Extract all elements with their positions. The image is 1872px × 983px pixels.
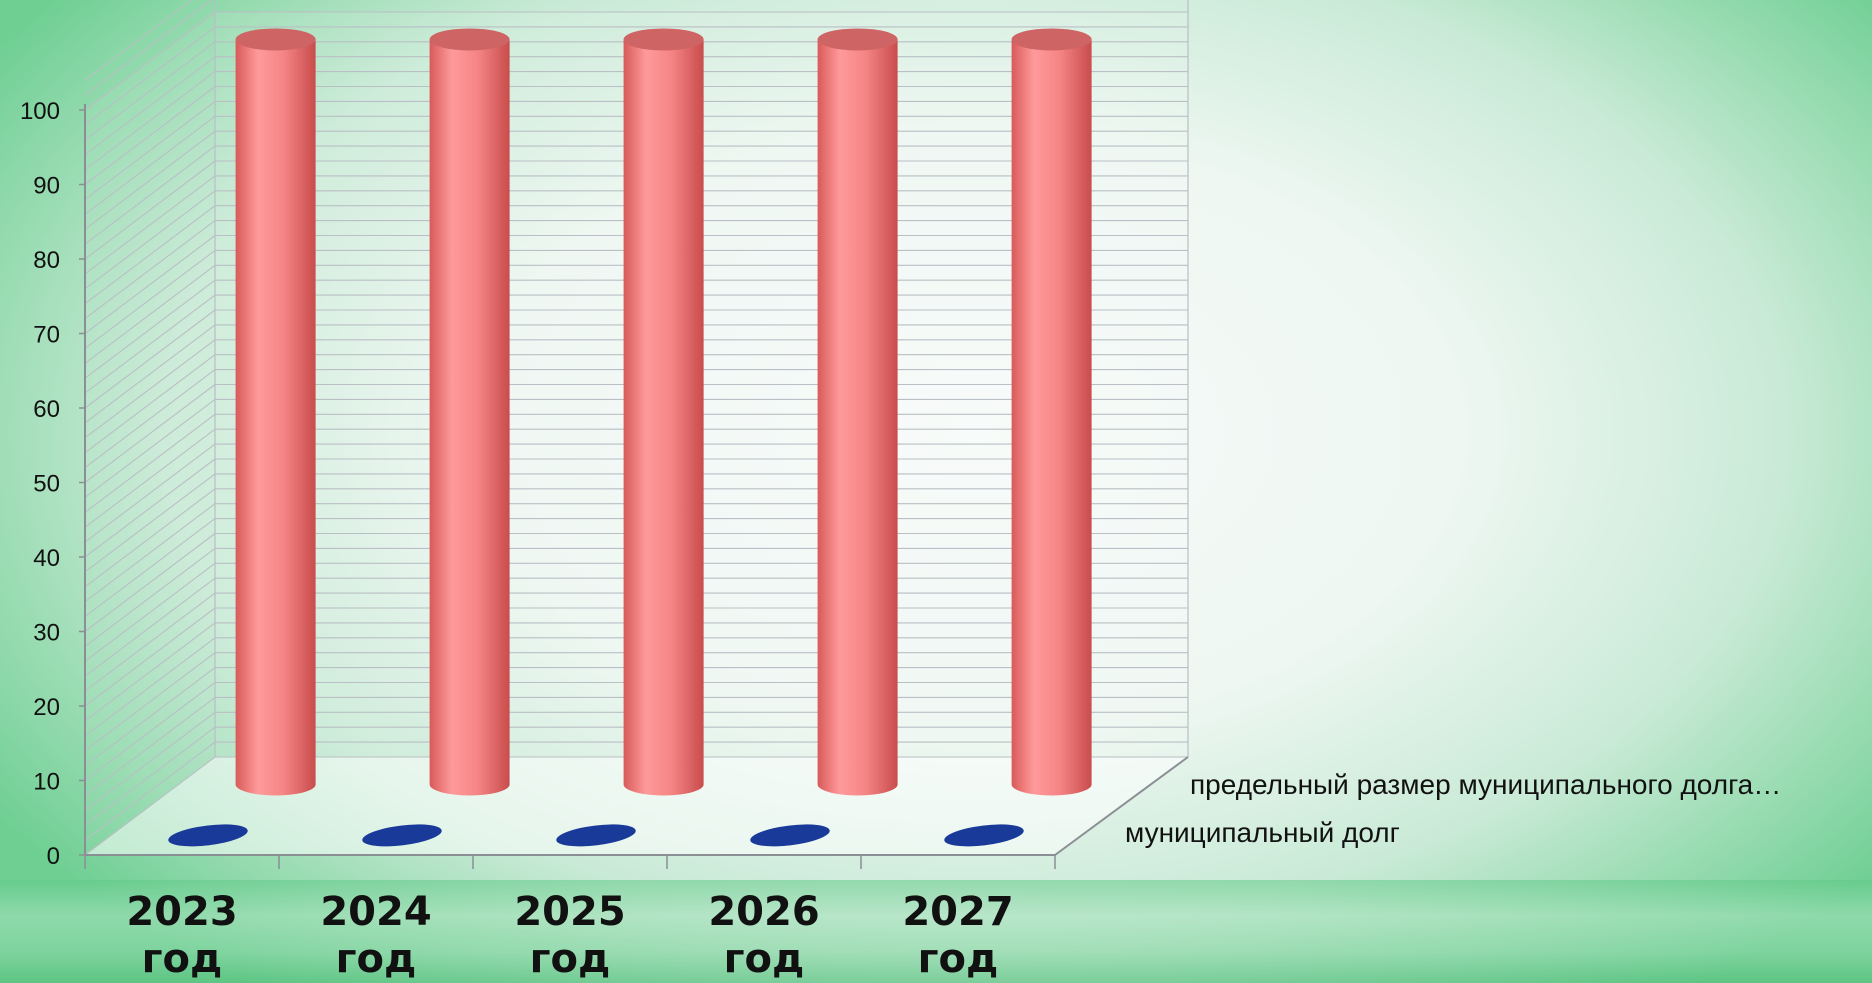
side-gridline [84, 726, 216, 826]
side-gridline [84, 622, 216, 722]
series-label: муниципальный долг [1125, 817, 1400, 848]
side-gridline [84, 86, 216, 185]
side-gridline [84, 443, 216, 543]
side-gridline [84, 667, 216, 767]
side-gridline [84, 756, 216, 856]
bar-limit-top [623, 28, 704, 51]
side-gridline [84, 0, 193, 81]
bar-limit [429, 28, 510, 796]
side-gridline [84, 473, 216, 573]
bar-limit-top [235, 28, 316, 51]
side-gridline [84, 741, 216, 841]
side-gridline [84, 488, 216, 588]
side-gridline [84, 71, 216, 171]
x-tick-label: 2023 год [126, 889, 237, 982]
side-gridline [84, 205, 216, 305]
side-gridline [84, 309, 216, 409]
x-tick-label: 2024 год [320, 889, 431, 982]
bar-limit [1011, 28, 1092, 796]
bar-debt [168, 824, 248, 847]
side-gridline [84, 503, 216, 603]
y-tick-label: 90 [33, 173, 60, 200]
side-gridline [84, 11, 216, 111]
side-gridline [84, 577, 216, 677]
bar-limit-top [429, 28, 510, 51]
bar-limit-top [1011, 28, 1092, 51]
side-gridline [84, 235, 216, 334]
side-gridline [84, 607, 216, 707]
side-gridline [84, 130, 216, 230]
side-gridline [84, 562, 216, 662]
side-gridline [84, 369, 216, 469]
labels: 0 10 20 30 40 50 60 70 80 90 100 2023 год 2024 год 2025… [20, 98, 1781, 982]
bar-debt [556, 824, 636, 847]
side-gridline [84, 547, 216, 647]
side-gridline [84, 190, 216, 290]
side-gridline [84, 384, 216, 483]
side-gridline [84, 652, 216, 752]
side-gridline [84, 711, 216, 811]
side-gridline [84, 518, 216, 618]
side-gridline [84, 696, 216, 796]
y-tick-label: 10 [33, 769, 60, 796]
side-gridline [84, 160, 216, 260]
side-gridline [84, 220, 216, 320]
y-tick-label: 80 [33, 247, 60, 274]
bar-limit-top [817, 28, 898, 51]
bar-limit [817, 28, 898, 796]
side-gridline [84, 637, 216, 737]
side-gridline [84, 294, 216, 394]
side-gridline [84, 26, 216, 126]
y-tick-label: 20 [33, 694, 60, 721]
bar-limit [623, 28, 704, 796]
side-gridline [84, 458, 216, 558]
side-gridline [84, 413, 216, 513]
side-gridline [84, 100, 216, 200]
y-tick-label: 30 [33, 620, 60, 647]
bar-limit-body [1011, 39, 1092, 796]
side-gridline [84, 324, 216, 424]
bar-limit [235, 28, 316, 796]
side-gridline [84, 279, 216, 379]
side-gridline [84, 249, 216, 349]
side-gridline [84, 175, 216, 275]
side-gridline [84, 682, 216, 781]
x-tick-label: 2026 год [708, 889, 819, 982]
background-band [0, 880, 1872, 983]
series-label: предельный размер муниципального долга… [1190, 769, 1781, 800]
y-tick-label: 70 [33, 322, 60, 349]
side-gridline [84, 354, 216, 454]
side-gridline [84, 41, 216, 141]
side-gridline [84, 264, 216, 364]
side-gridline [84, 428, 216, 528]
bar-limit-body [817, 39, 898, 796]
x-tick-label: 2027 год [902, 889, 1013, 982]
bar-limit-body [235, 39, 316, 796]
side-gridline [84, 56, 216, 156]
y-tick-label: 40 [33, 545, 60, 572]
x-tick-label: 2025 год [514, 889, 625, 982]
bar-debt [944, 824, 1024, 847]
y-tick-label: 100 [20, 98, 60, 125]
axes [79, 104, 1189, 869]
side-gridline [84, 115, 216, 215]
y-tick-label: 50 [33, 471, 60, 498]
bar-debt [362, 824, 442, 847]
side-gridline [84, 145, 216, 245]
y-tick-label: 60 [33, 396, 60, 423]
depth-axis [1054, 756, 1189, 856]
side-gridline [84, 339, 216, 439]
bar-limit-body [429, 39, 510, 796]
side-gridline [84, 0, 213, 96]
bar-limit-body [623, 39, 704, 796]
bars [168, 28, 1092, 847]
bar-debt [750, 824, 830, 847]
side-gridline [84, 398, 216, 498]
y-tick-label: 0 [47, 843, 60, 870]
floor [85, 757, 1188, 855]
side-gridline [84, 592, 216, 692]
side-gridline [84, 533, 216, 632]
